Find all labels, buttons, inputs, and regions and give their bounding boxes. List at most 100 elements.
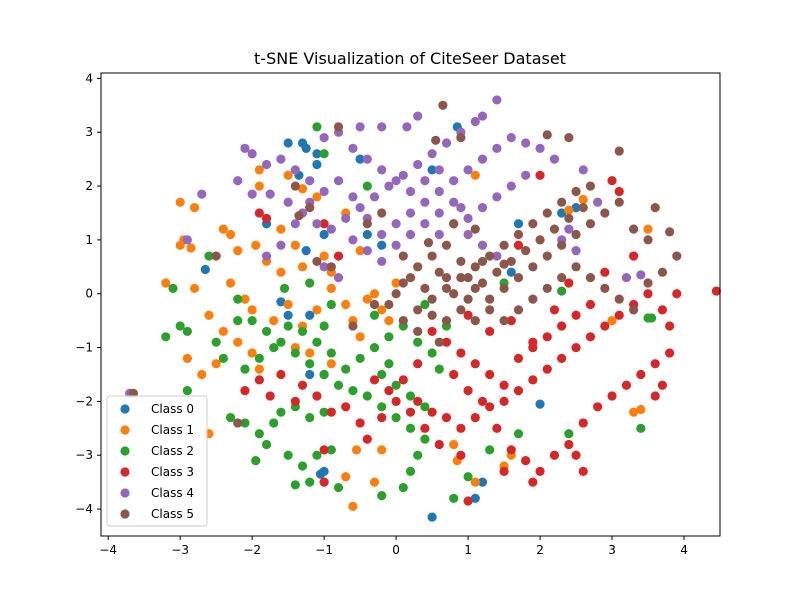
scatter-point-class-0-12	[283, 310, 293, 320]
scatter-point-class-0-0	[283, 138, 293, 148]
scatter-point-class-5-93	[463, 272, 473, 283]
scatter-point-class-4-16	[355, 202, 365, 213]
scatter-point-class-4-60	[506, 181, 516, 191]
scatter-point-class-5-8	[557, 197, 567, 207]
scatter-point-class-2-38	[290, 348, 300, 358]
scatter-point-class-2-28	[413, 450, 423, 460]
x-axis-tick-label-4: 0	[392, 543, 400, 557]
scatter-point-class-2-25	[377, 491, 387, 501]
scatter-point-class-3-54	[549, 450, 560, 460]
scatter-point-class-5-57	[413, 326, 423, 337]
scatter-point-class-5-32	[585, 219, 596, 229]
scatter-point-class-5-43	[614, 294, 624, 304]
scatter-point-class-4-48	[405, 229, 416, 240]
x-axis-tick-label-8: 4	[680, 543, 688, 557]
scatter-point-class-3-16	[441, 412, 452, 423]
scatter-point-class-2-4	[182, 386, 192, 396]
scatter-point-class-4-83	[636, 270, 646, 280]
scatter-point-class-4-73	[319, 186, 329, 197]
scatter-point-class-1-34	[362, 294, 372, 304]
scatter-point-class-5-18	[413, 305, 423, 315]
scatter-point-class-3-12	[384, 386, 394, 396]
scatter-point-class-5-71	[549, 224, 560, 234]
scatter-point-class-5-53	[470, 316, 480, 326]
scatter-point-class-2-19	[297, 461, 308, 471]
scatter-point-class-3-75	[377, 412, 387, 423]
scatter-point-class-0-28	[362, 229, 372, 240]
scatter-point-class-3-46	[427, 326, 437, 337]
scatter-point-class-3-73	[405, 407, 416, 417]
scatter-point-class-5-79	[312, 256, 322, 267]
x-axis-tick-label-0: −4	[99, 543, 117, 557]
scatter-point-class-1-9	[233, 246, 243, 256]
scatter-point-class-3-69	[463, 496, 473, 506]
scatter-point-class-5-70	[535, 235, 545, 245]
scatter-point-class-3-30	[643, 289, 653, 299]
scatter-point-class-4-45	[362, 246, 372, 256]
scatter-point-class-2-8	[225, 412, 236, 423]
scatter-point-class-0-17	[315, 469, 326, 479]
scatter-point-class-4-71	[348, 192, 358, 202]
scatter-point-class-1-16	[276, 224, 286, 234]
scatter-point-class-0-9	[301, 246, 311, 256]
scatter-point-class-1-37	[384, 316, 394, 326]
scatter-point-class-2-36	[319, 369, 329, 380]
scatter-point-class-3-78	[265, 391, 275, 401]
scatter-point-class-2-42	[355, 353, 365, 363]
scatter-point-class-3-92	[485, 326, 495, 337]
scatter-point-class-4-27	[413, 111, 423, 121]
scatter-point-class-3-19	[485, 402, 495, 412]
scatter-point-class-4-7	[247, 189, 257, 199]
scatter-point-class-3-27	[600, 321, 610, 331]
scatter-point-class-4-3	[276, 154, 286, 164]
scatter-point-class-2-40	[261, 326, 272, 337]
y-axis-tick-label-6: 2	[85, 179, 93, 193]
scatter-point-class-2-62	[449, 493, 459, 503]
scatter-point-class-1-15	[312, 192, 322, 202]
scatter-point-class-3-79	[607, 176, 617, 186]
scatter-point-class-5-76	[294, 211, 304, 221]
scatter-point-class-0-14	[305, 369, 315, 380]
scatter-point-class-4-54	[492, 143, 502, 153]
scatter-point-class-4-51	[449, 176, 459, 186]
legend-marker-1	[120, 425, 130, 435]
scatter-point-class-1-39	[218, 326, 228, 337]
scatter-point-class-4-84	[571, 246, 581, 256]
scatter-point-class-0-24	[557, 208, 567, 218]
scatter-point-class-4-69	[377, 229, 387, 240]
legend: Class 0 Class 1 Class 2 Class 3 Class 4 Class…	[106, 395, 208, 527]
scatter-point-class-2-49	[326, 348, 336, 358]
scatter-point-class-3-90	[629, 251, 639, 261]
scatter-point-class-1-6	[189, 283, 200, 293]
scatter-point-class-3-89	[600, 267, 610, 277]
scatter-point-class-5-0	[438, 100, 448, 110]
scatter-point-class-2-55	[240, 364, 250, 374]
scatter-point-class-1-43	[211, 359, 221, 369]
scatter-point-class-5-94	[477, 256, 488, 267]
scatter-point-class-3-39	[499, 380, 509, 390]
scatter-point-class-3-36	[456, 348, 466, 358]
scatter-point-class-4-29	[377, 122, 387, 132]
scatter-point-class-3-93	[506, 316, 516, 326]
scatter-point-class-4-37	[405, 186, 416, 197]
scatter-point-class-3-11	[369, 375, 380, 385]
scatter-point-class-0-27	[506, 267, 516, 277]
scatter-point-class-5-74	[333, 122, 344, 132]
scatter-point-class-1-61	[636, 404, 646, 415]
scatter-point-class-3-80	[614, 186, 624, 197]
scatter-point-class-5-66	[477, 278, 488, 288]
scatter-point-class-4-21	[427, 149, 437, 159]
scatter-point-class-3-32	[665, 321, 675, 331]
scatter-point-class-5-40	[657, 267, 668, 277]
scatter-point-class-2-41	[247, 316, 257, 326]
scatter-point-class-2-46	[413, 337, 423, 347]
scatter-point-class-4-43	[492, 251, 502, 261]
scatter-point-class-2-59	[420, 402, 430, 412]
scatter-point-class-4-36	[391, 176, 401, 186]
plot-frame	[100, 72, 721, 537]
scatter-point-class-4-8	[265, 189, 275, 199]
scatter-point-class-1-8	[225, 229, 236, 240]
scatter-point-class-3-15	[427, 407, 437, 417]
scatter-point-class-2-80	[204, 251, 214, 261]
scatter-point-class-1-51	[341, 472, 351, 482]
